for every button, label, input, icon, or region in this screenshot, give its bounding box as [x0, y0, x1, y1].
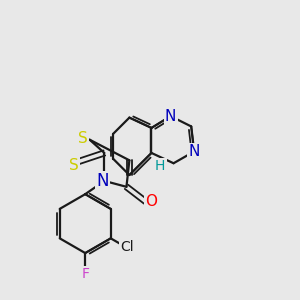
Text: N: N [165, 109, 176, 124]
Text: H: H [155, 159, 166, 173]
Text: N: N [188, 144, 200, 159]
Text: Cl: Cl [120, 240, 134, 254]
Text: N: N [97, 172, 109, 190]
Text: S: S [78, 131, 88, 146]
Text: S: S [69, 158, 78, 173]
Text: F: F [81, 267, 89, 281]
Text: O: O [145, 194, 157, 209]
